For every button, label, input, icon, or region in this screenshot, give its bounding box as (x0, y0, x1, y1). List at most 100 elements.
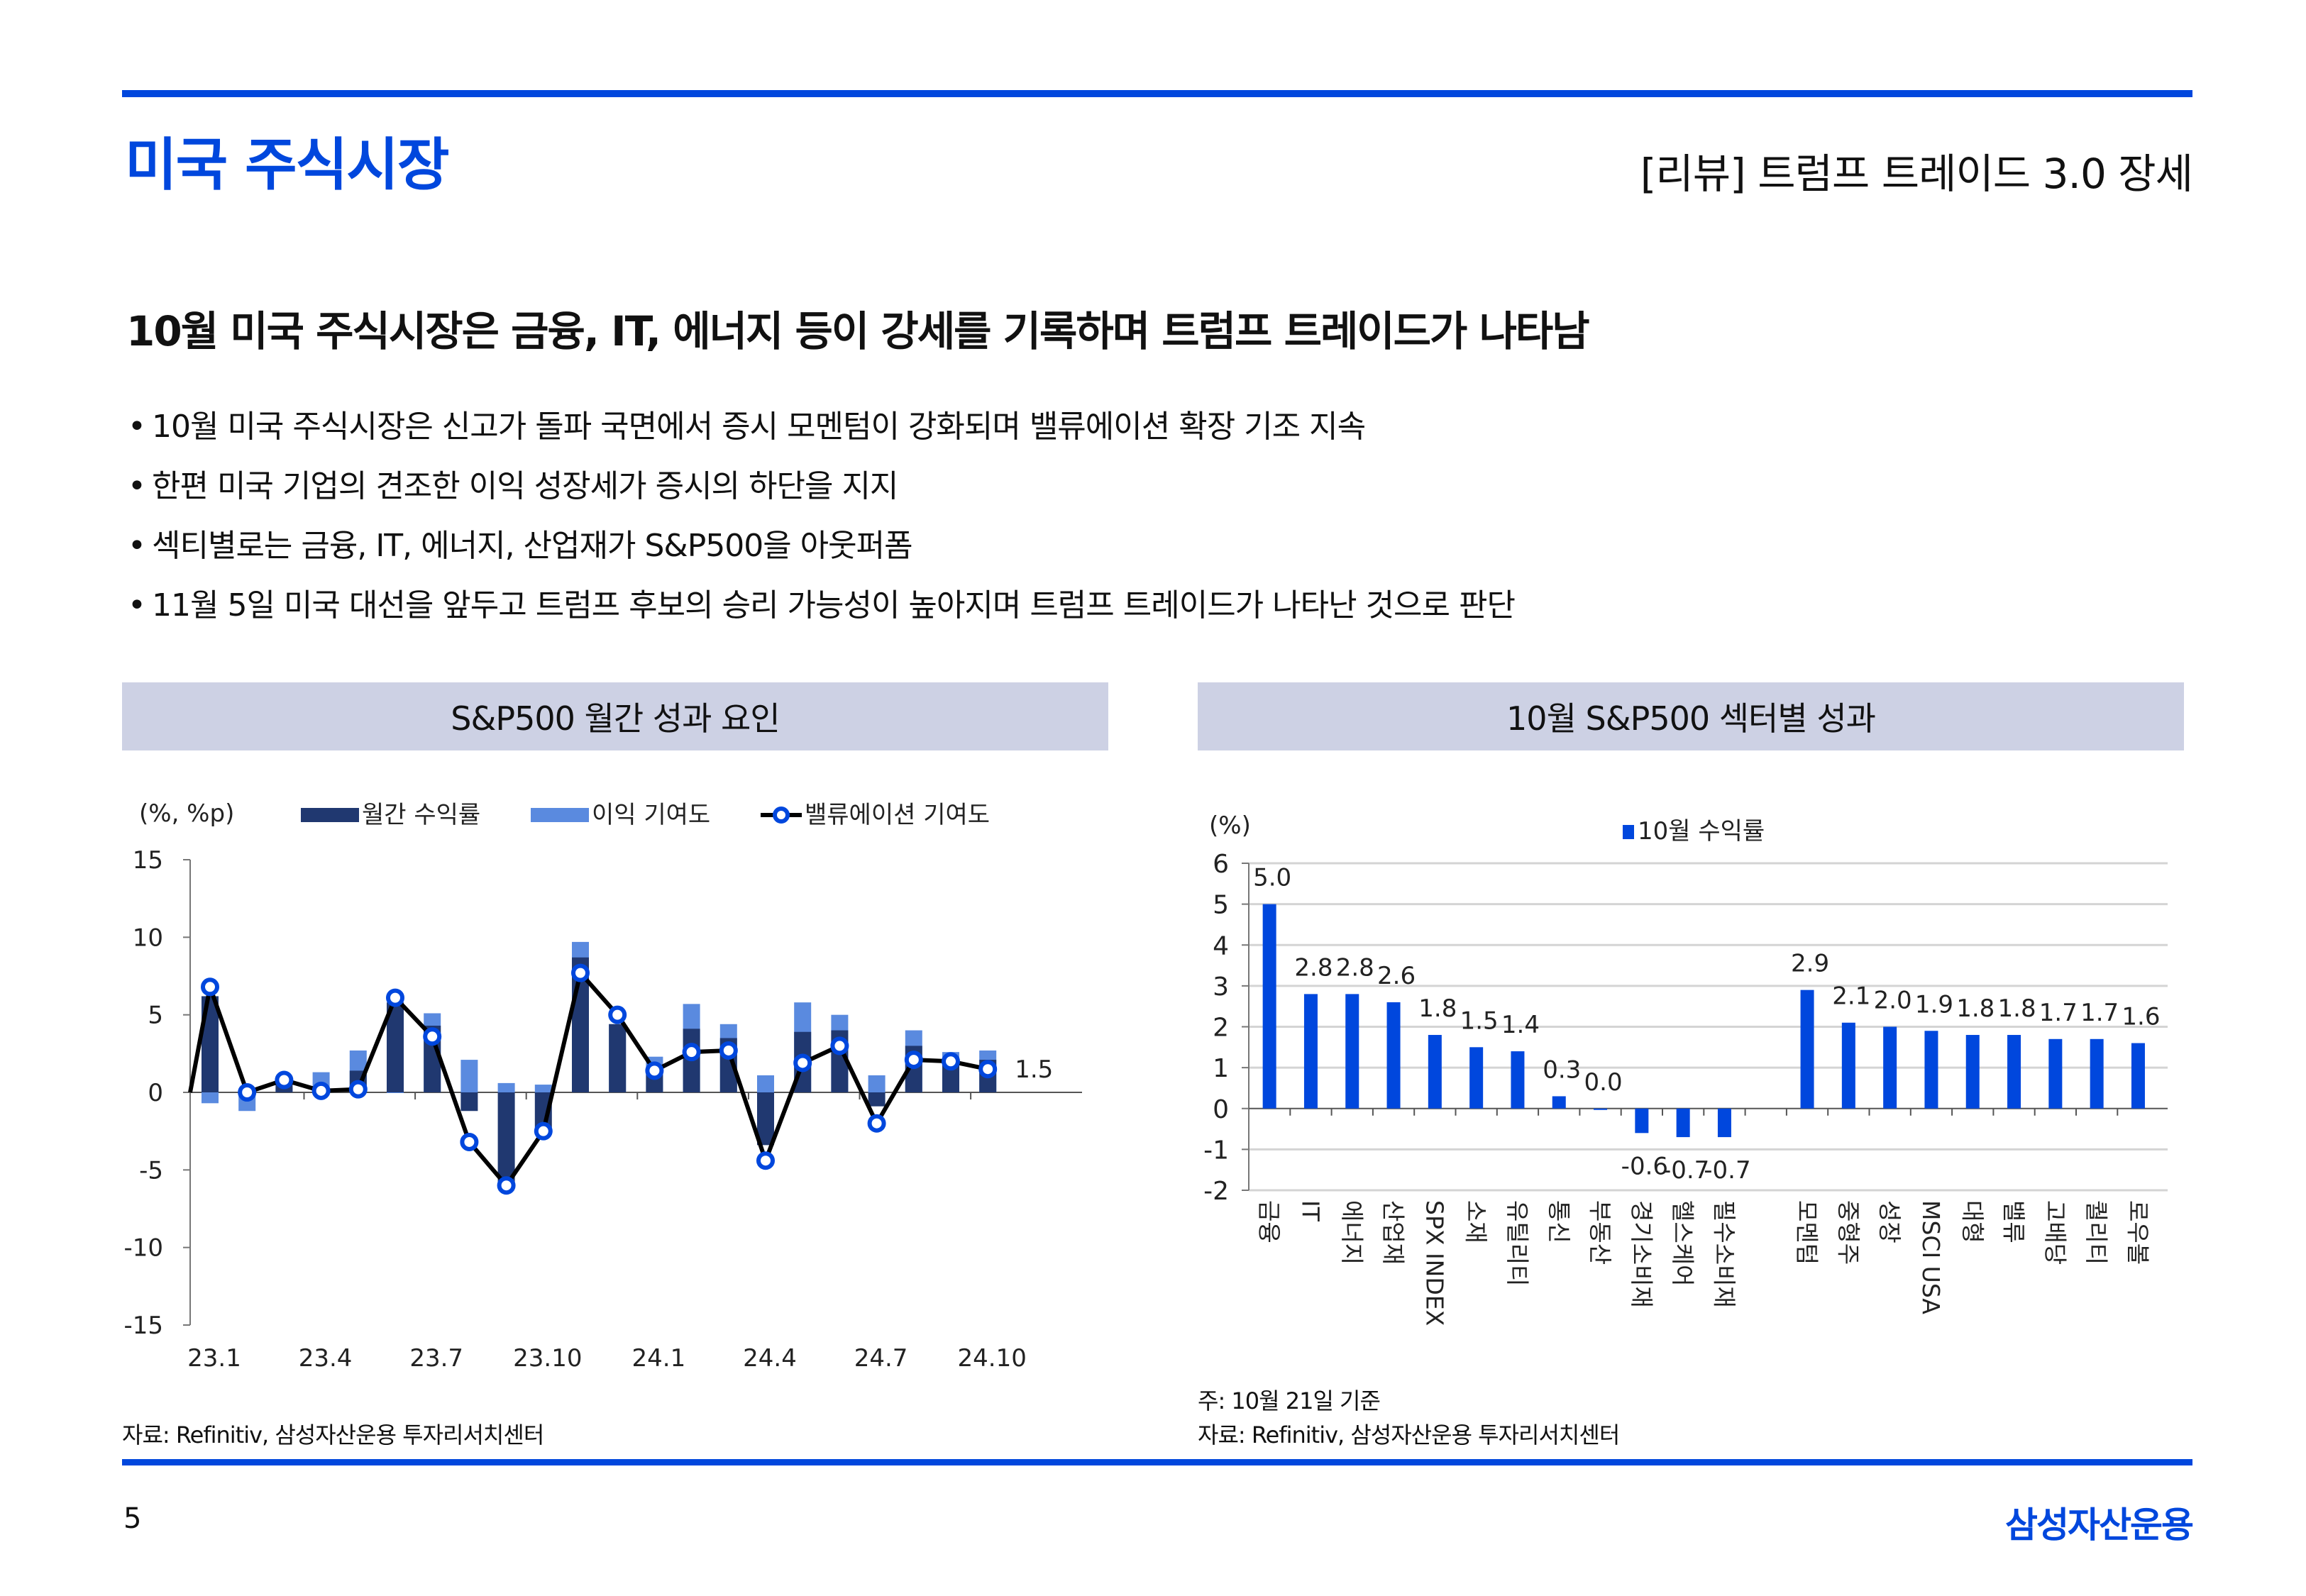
value-label: 1.7 (2080, 999, 2119, 1027)
valuation-marker (571, 963, 590, 982)
x-category-label: 중형주 (1834, 1200, 1862, 1265)
page-title: 미국 주식시장 (125, 132, 449, 198)
bullet-marker: • (128, 409, 146, 445)
value-label: 2.8 (1294, 953, 1333, 982)
value-label: 1.8 (1956, 994, 1995, 1023)
value-label: -0.7 (1704, 1156, 1750, 1185)
x-category-label: 금융 (1255, 1200, 1283, 1243)
x-category-label: 대형 (1958, 1200, 1986, 1243)
earnings-bar (460, 1060, 478, 1092)
value-label: 2.9 (1791, 950, 1829, 978)
x-category-label: 부동산 (1587, 1200, 1614, 1265)
monthly-return-bar (460, 1092, 478, 1112)
bullet-marker: • (128, 528, 146, 564)
sector-bar (2131, 1043, 2145, 1109)
bullet-item: • 한편 미국 기업의 견조한 이익 성장세가 증시의 하단을 지지 (128, 457, 1515, 516)
valuation-marker (942, 1052, 960, 1071)
sector-bar (1841, 1022, 1855, 1109)
monthly-return-bar (497, 1092, 515, 1182)
earnings-bar (497, 1082, 515, 1092)
x-category-label: 성장 (1876, 1200, 1904, 1243)
value-label: -0.7 (1662, 1156, 1709, 1185)
x-tick-label: 24.4 (743, 1344, 797, 1373)
value-label: 2.1 (1832, 982, 1870, 1011)
bottom-divider (122, 1459, 2192, 1465)
y-tick-label: -1 (1203, 1136, 1229, 1165)
valuation-marker (534, 1121, 553, 1141)
monthly-return-bar (868, 1092, 886, 1107)
sector-bar (1511, 1051, 1525, 1109)
x-category-label: 에너지 (1338, 1200, 1366, 1265)
x-category-label: 산업재 (1379, 1200, 1407, 1265)
x-category-label: MSCI USA (1917, 1200, 1945, 1314)
y-tick-label: 1 (1213, 1054, 1229, 1083)
value-label: 2.6 (1377, 962, 1416, 990)
y-tick-label: 10 (133, 924, 163, 952)
monthly-return-bar (757, 1092, 774, 1146)
x-category-label: 유틸리티 (1504, 1200, 1531, 1286)
legend-label-valuation: 밸류에이션 기여도 (805, 801, 990, 829)
x-category-label: 로우볼 (2124, 1200, 2151, 1265)
y-tick-label: 5 (1213, 891, 1229, 920)
bullet-text: 섹티별로는 금융, IT, 에너지, 산업재가 S&P500을 아웃퍼폼 (152, 528, 913, 564)
y-tick-label: 5 (148, 1002, 163, 1030)
earnings-bar (868, 1075, 886, 1092)
right-chart-title-text: 10월 S&P500 섹터별 성과 (1506, 699, 1876, 738)
sector-bar (1924, 1031, 1938, 1109)
earnings-bar (534, 1085, 552, 1092)
x-category-label: 통신 (1545, 1200, 1572, 1243)
legend-swatch-earnings (531, 808, 589, 822)
earnings-bar (387, 1092, 404, 1093)
legend-label-earnings: 이익 기여도 (592, 801, 710, 829)
end-value-label: 1.5 (1015, 1055, 1053, 1084)
top-divider (122, 90, 2192, 97)
x-category-label: 경기소비재 (1628, 1200, 1655, 1308)
sector-bar (2090, 1038, 2104, 1109)
earnings-bar (202, 1092, 219, 1104)
value-label: 1.8 (1418, 994, 1457, 1023)
y-tick-label: 0 (1213, 1095, 1229, 1124)
x-tick-label: 23.4 (299, 1344, 353, 1373)
sector-bar (1428, 1035, 1442, 1109)
bullet-text: 10월 미국 주식시장은 신고가 돌파 국면에서 증시 모멘텀이 강화되며 밸류… (152, 409, 1366, 445)
value-label: 0.3 (1543, 1055, 1581, 1084)
value-label: 1.9 (1915, 990, 1953, 1019)
valuation-marker (645, 1061, 664, 1080)
value-label: 1.5 (1460, 1007, 1499, 1035)
x-category-label: 퀄리티 (2082, 1200, 2110, 1265)
x-category-label: 소재 (1462, 1200, 1490, 1243)
sector-bar (1262, 904, 1276, 1109)
y-unit-label: (%, %p) (139, 799, 234, 828)
valuation-marker (275, 1070, 294, 1090)
x-tick-label: 23.1 (187, 1344, 241, 1373)
report-title: [리뷰] 트럼프 트레이드 3.0 장세 (1640, 150, 2193, 198)
bullet-text: 11월 5일 미국 대선을 앞두고 트럼프 후보의 승리 가능성이 높아지며 트… (152, 587, 1516, 624)
legend-swatch-monthly-return (301, 808, 359, 822)
monthly-return-bar (609, 1024, 627, 1092)
x-tick-label: 23.10 (513, 1344, 582, 1373)
page-number: 5 (123, 1502, 142, 1535)
valuation-marker (830, 1036, 849, 1055)
legend-marker-valuation (773, 807, 790, 824)
y-tick-label: 15 (133, 846, 163, 875)
sector-bar (1594, 1108, 1608, 1110)
sector-bar (1965, 1035, 1980, 1109)
sector-bar (1469, 1047, 1484, 1109)
legend-label-october-return: 10월 수익률 (1638, 817, 1765, 846)
right-chart-footnote: 주: 10월 21일 기준 (1198, 1387, 1381, 1414)
value-label: 1.7 (2039, 999, 2078, 1027)
y-tick-label: -5 (139, 1156, 163, 1185)
x-category-label: SPX INDEX (1420, 1200, 1448, 1326)
sector-bar (2048, 1038, 2063, 1109)
y-unit-label: (%) (1209, 811, 1251, 840)
sector-bar (1676, 1108, 1690, 1138)
bullet-text: 한편 미국 기업의 견조한 이익 성장세가 증시의 하단을 지지 (152, 468, 898, 504)
y-tick-label: 2 (1213, 1014, 1229, 1043)
right-chart-title: 10월 S&P500 섹터별 성과 (1198, 682, 2184, 750)
brand-logo: 삼성자산운용 (2005, 1504, 2194, 1546)
valuation-marker (386, 988, 404, 1007)
value-label: 2.8 (1336, 953, 1374, 982)
x-tick-label: 24.1 (632, 1344, 686, 1373)
valuation-marker (793, 1053, 812, 1073)
